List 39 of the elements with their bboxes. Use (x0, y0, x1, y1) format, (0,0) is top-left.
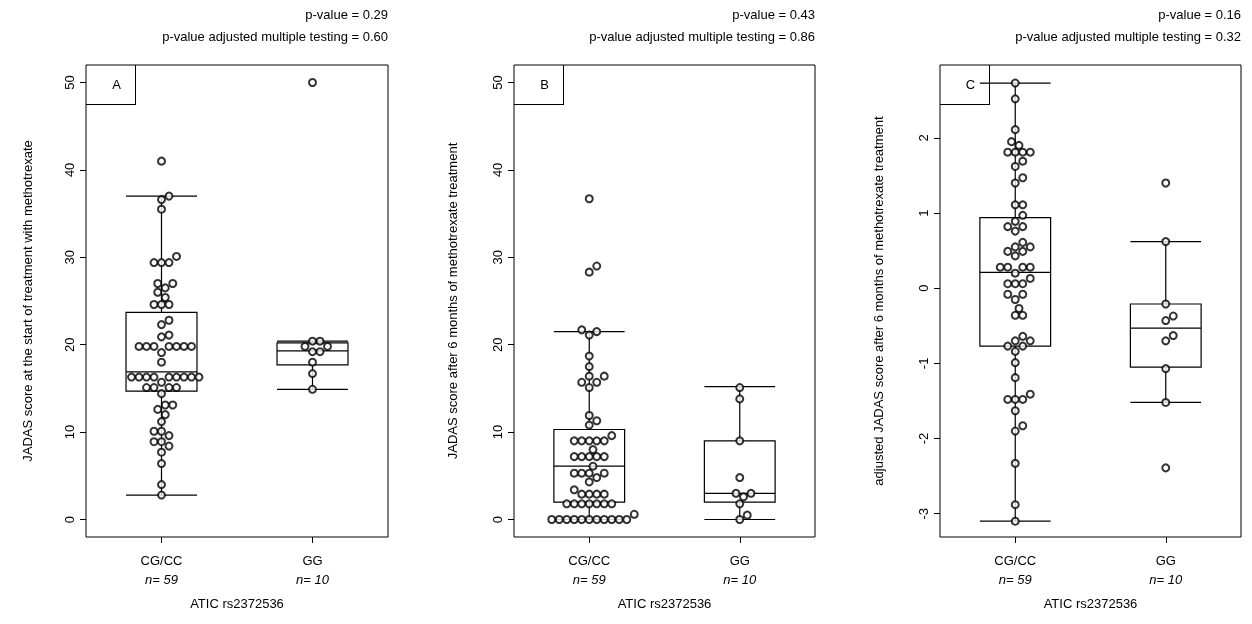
letter-frame: B (514, 65, 564, 105)
y-axis-title: adjusted JADAS score after 6 months of methotrexate treatment (871, 116, 886, 486)
chart-subtitle: p-value adjusted multiple testing = 0.60 (162, 29, 388, 44)
chart-title: p-value = 0.29 (305, 7, 388, 22)
y-axis-title: JADAS score at the start of treatment with methotrexate (20, 140, 35, 462)
y-tick-label: 40 (490, 162, 505, 178)
y-tick-label: 10 (62, 424, 77, 440)
y-tick-label: 0 (490, 515, 505, 524)
chart-subtitle: p-value adjusted multiple testing = 0.86 (589, 29, 815, 44)
y-tick-label: 50 (490, 75, 505, 90)
y-tick-label: -2 (916, 432, 931, 445)
x-tick-label: GG n= 10 (296, 553, 330, 587)
x-tick-label: GG n= 10 (723, 553, 757, 587)
x-tick-label: CG/CC n= 59 (994, 553, 1037, 587)
y-tick-label: 30 (490, 250, 505, 265)
x-axis-title: ATIC rs2372536 (1043, 596, 1138, 611)
y-tick-label: -1 (916, 357, 931, 370)
y-tick-label: 0 (916, 284, 931, 292)
x-tick-label: CG/CC n= 59 (140, 553, 183, 587)
y-tick-label: 20 (490, 337, 505, 352)
y-tick-label: 1 (916, 209, 931, 217)
y-tick-label: 20 (62, 337, 77, 352)
y-tick-label: 2 (916, 134, 931, 142)
y-tick-label: 30 (62, 250, 77, 265)
y-tick-label: 0 (62, 515, 77, 524)
chart-title: p-value = 0.43 (732, 7, 815, 22)
chart-title: p-value = 0.16 (1158, 7, 1241, 22)
y-axis-title: JADAS score after 6 months of methotrexate treatment (445, 142, 460, 460)
x-tick-label: CG/CC n= 59 (568, 553, 611, 587)
letter-frame: A (86, 65, 136, 105)
x-tick-label: GG n= 10 (1149, 553, 1183, 587)
chart-subtitle: p-value adjusted multiple testing = 0.32 (1015, 29, 1241, 44)
letter-frame: C (940, 65, 990, 105)
y-tick-label: 50 (62, 75, 77, 90)
y-tick-label: 40 (62, 162, 77, 178)
y-tick-label: 10 (490, 424, 505, 440)
x-axis-title: ATIC rs2372536 (190, 596, 284, 611)
x-axis-title: ATIC rs2372536 (617, 596, 712, 611)
y-tick-label: -3 (916, 507, 931, 520)
